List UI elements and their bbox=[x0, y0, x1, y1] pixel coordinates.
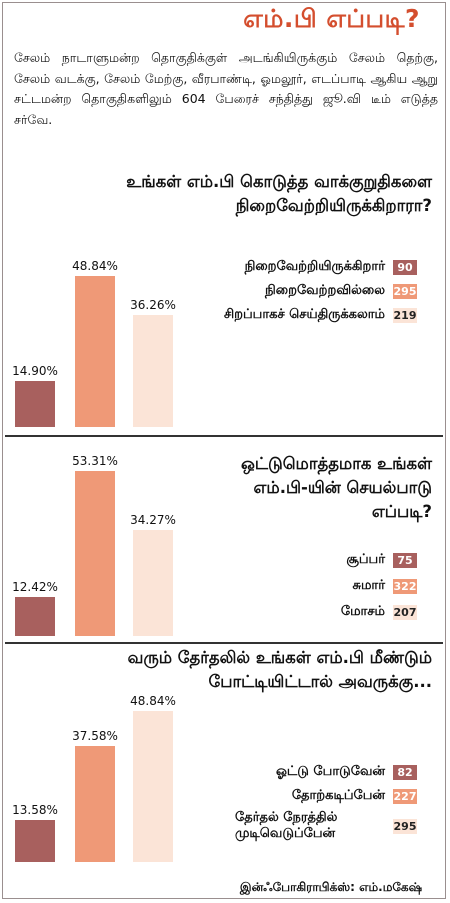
intro-paragraph: சேலம் நாடாளுமன்ற தொகுதிக்குள் அடங்கியிரு… bbox=[14, 50, 438, 127]
bar-value-label: 14.90% bbox=[12, 363, 58, 378]
bar-value-label: 48.84% bbox=[130, 693, 176, 708]
count-badge: 322 bbox=[393, 578, 417, 594]
question-1: உங்கள் எம்.பி கொடுத்த வாக்குறுதிகளை நிறை… bbox=[126, 172, 432, 215]
page-title: எம்.பி எப்படி? bbox=[243, 4, 420, 33]
question-3: வரும் தேர்தலில் உங்கள் எம்.பி மீண்டும் ப… bbox=[127, 648, 432, 691]
bar-3 bbox=[133, 314, 173, 427]
count-badge: 219 bbox=[393, 307, 417, 323]
legend-label: நிறைவேற்றியிருக்கிறார் bbox=[244, 259, 385, 274]
count-badge: 207 bbox=[393, 604, 417, 620]
count-badge: 295 bbox=[393, 283, 417, 299]
chart-promises: 14.90% 48.84% 36.26% நிறைவேற்றியிருக்கிறார்… bbox=[5, 230, 445, 430]
credit-line: இன்ஃபோகிராபிக்ஸ்: எம்.மகேஷ் bbox=[239, 880, 422, 894]
legend-item: மோசம் 207 bbox=[341, 602, 417, 622]
legend-label: தோற்கடிப்பேன் bbox=[291, 788, 385, 803]
bar-1 bbox=[15, 380, 55, 427]
bar-value-label: 12.42% bbox=[12, 580, 58, 595]
bar-2 bbox=[75, 745, 115, 862]
bar-1 bbox=[15, 597, 55, 636]
bar-value-label: 48.84% bbox=[72, 258, 118, 273]
legend-label: தேர்தல் நேரத்தில் முடிவெடுப்பேன் bbox=[235, 810, 338, 841]
chart-next-election: 13.58% 37.58% 48.84% ஓட்டு போடுவேன் 82 தோற்கட… bbox=[5, 658, 445, 864]
bar-2 bbox=[75, 275, 115, 427]
bar-3 bbox=[133, 529, 173, 636]
legend-label: சூப்பர் bbox=[346, 552, 385, 567]
bar-2 bbox=[75, 470, 115, 636]
count-badge: 227 bbox=[393, 788, 417, 804]
legend-item: சுமார் 322 bbox=[352, 576, 417, 596]
count-badge: 295 bbox=[393, 818, 417, 834]
legend-label: மோசம் bbox=[340, 604, 385, 619]
bar-value-label: 53.31% bbox=[72, 453, 118, 468]
bar-value-label: 37.58% bbox=[72, 728, 118, 743]
legend-label: சிறப்பாகச் செய்திருக்கலாம் bbox=[223, 307, 385, 322]
legend-label: சுமார் bbox=[352, 578, 385, 593]
bar-3 bbox=[133, 710, 173, 862]
legend-label: நிறைவேற்றவில்லை bbox=[265, 283, 385, 298]
question-2: ஒட்டுமொத்தமாக உங்கள் எம்.பி-யின் செயல்பா… bbox=[241, 454, 432, 521]
legend-item: தேர்தல் நேரத்தில் முடிவெடுப்பேன் 295 bbox=[235, 810, 417, 841]
legend-item: நிறைவேற்றவில்லை 295 bbox=[265, 281, 417, 301]
count-badge: 90 bbox=[393, 259, 417, 275]
legend-item: ஓட்டு போடுவேன் 82 bbox=[276, 762, 417, 782]
legend-label: ஓட்டு போடுவேன் bbox=[276, 764, 385, 779]
bar-value-label: 13.58% bbox=[12, 802, 58, 817]
count-badge: 75 bbox=[393, 552, 417, 568]
legend-item: சிறப்பாகச் செய்திருக்கலாம் 219 bbox=[224, 305, 417, 325]
legend-item: தோற்கடிப்பேன் 227 bbox=[292, 786, 417, 806]
legend-item: சூப்பர் 75 bbox=[346, 550, 417, 570]
bar-1 bbox=[15, 819, 55, 862]
bar-value-label: 36.26% bbox=[130, 297, 176, 312]
section-divider bbox=[5, 642, 443, 644]
section-divider bbox=[5, 435, 443, 437]
chart-performance: 12.42% 53.31% 34.27% சூப்பர் 75 சுமார் 322 மோசம… bbox=[5, 438, 445, 638]
count-badge: 82 bbox=[393, 764, 417, 780]
bar-value-label: 34.27% bbox=[130, 512, 176, 527]
legend-item: நிறைவேற்றியிருக்கிறார் 90 bbox=[245, 257, 417, 277]
